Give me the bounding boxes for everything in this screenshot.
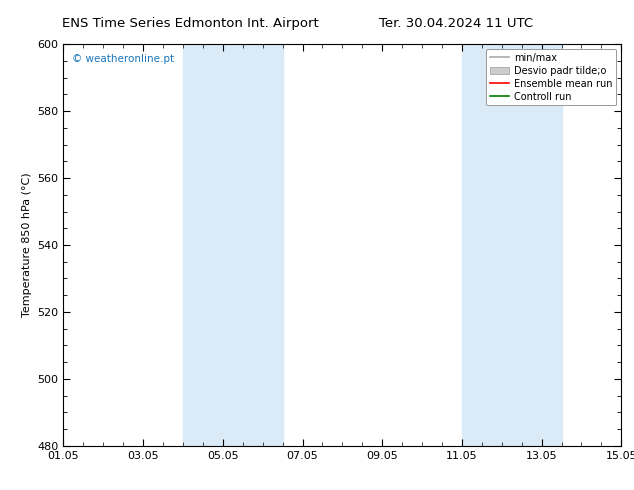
Text: © weatheronline.pt: © weatheronline.pt [72, 54, 174, 64]
Bar [462, 44, 562, 446]
Legend: min/max, Desvio padr tilde;o, Ensemble mean run, Controll run: min/max, Desvio padr tilde;o, Ensemble m… [486, 49, 616, 105]
Text: Ter. 30.04.2024 11 UTC: Ter. 30.04.2024 11 UTC [379, 17, 534, 30]
Y-axis label: Temperature 850 hPa (°C): Temperature 850 hPa (°C) [22, 172, 32, 318]
Text: ENS Time Series Edmonton Int. Airport: ENS Time Series Edmonton Int. Airport [62, 17, 318, 30]
Bar [183, 44, 283, 446]
